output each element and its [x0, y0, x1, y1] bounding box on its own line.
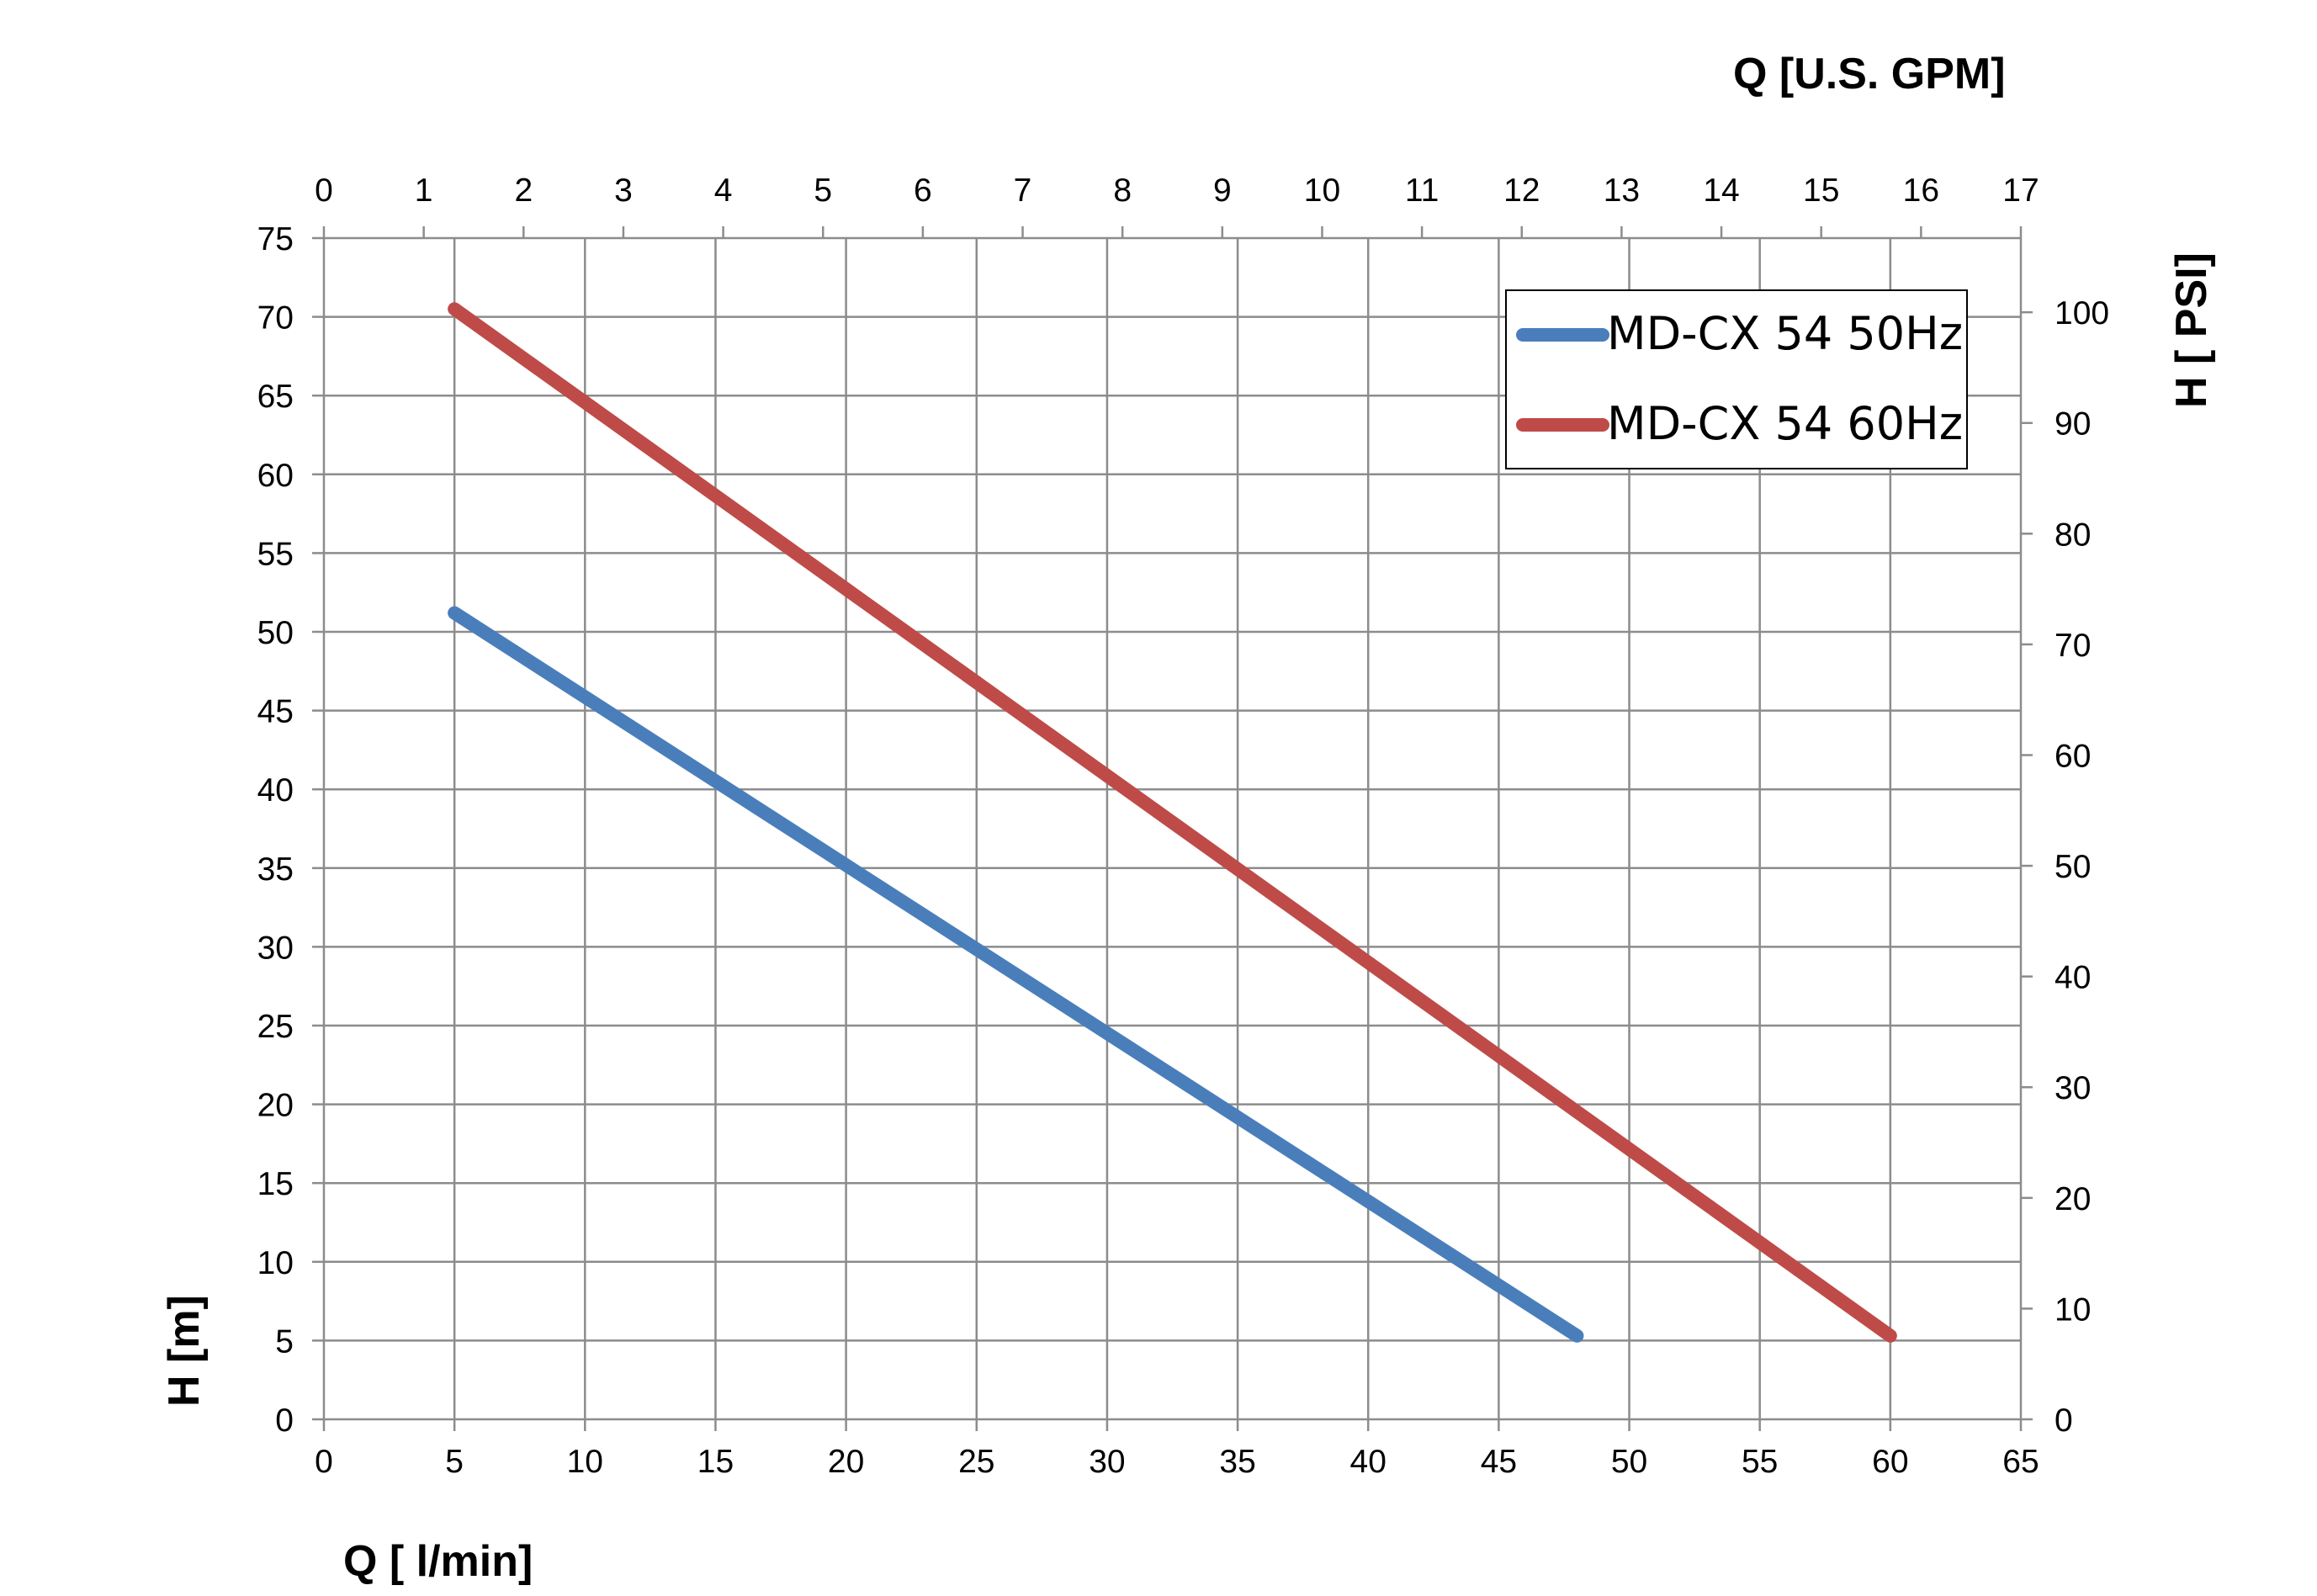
y-tick-label: 55 [257, 536, 294, 572]
x2-tick-label: 2 [514, 172, 533, 209]
y-tick-label: 70 [257, 300, 294, 337]
legend-label-60hz: MD-CX 54 60Hz [1607, 397, 1963, 450]
x-axis-top: 0 1 2 3 4 5 6 7 8 9 10 11 12 13 14 15 16 17 [315, 172, 2039, 209]
y-tick-label: 20 [257, 1088, 294, 1124]
y2-tick-label: 10 [2055, 1291, 2091, 1328]
x2-tick-label: 6 [914, 172, 932, 209]
y2-tick-label: 50 [2055, 849, 2091, 885]
series-line-1 [448, 302, 1897, 1343]
x2-tick-label: 12 [1503, 172, 1540, 209]
x2-tick-label: 13 [1604, 172, 1640, 209]
y-axis-left: 0 5 10 15 20 25 30 35 40 45 50 55 60 65 70 75 [257, 221, 294, 1439]
y-tick-label: 30 [257, 930, 294, 966]
legend-box [1505, 289, 1968, 469]
y2-tick-label: 90 [2055, 406, 2091, 443]
y-tick-label: 0 [275, 1402, 294, 1439]
x2-tick-label: 17 [2002, 172, 2039, 209]
x2-tick-label: 1 [415, 172, 433, 209]
x-tick-label: 55 [1742, 1444, 1778, 1480]
y-tick-label: 45 [257, 694, 294, 730]
x-tick-label: 30 [1089, 1444, 1125, 1480]
y-tick-label: 40 [257, 772, 294, 809]
y2-tick-label: 40 [2055, 960, 2091, 996]
y-tick-label: 15 [257, 1166, 294, 1202]
series-lines [448, 302, 1897, 1343]
x-tick-label: 20 [828, 1444, 864, 1480]
x2-tick-label: 0 [315, 172, 333, 209]
x2-tick-label: 15 [1803, 172, 1839, 209]
x2-tick-label: 11 [1405, 172, 1440, 209]
y-tick-label: 60 [257, 458, 294, 494]
x2-tick-label: 10 [1304, 172, 1340, 209]
x2-axis-title: Q [U.S. GPM] [1733, 50, 2006, 98]
y-tick-label: 75 [257, 221, 294, 257]
x2-tick-label: 16 [1903, 172, 1939, 209]
y2-tick-label: 70 [2055, 628, 2091, 664]
series-line-0 [448, 606, 1584, 1343]
y-tick-label: 50 [257, 615, 294, 651]
y2-tick-label: 20 [2055, 1181, 2091, 1217]
x2-tick-label: 8 [1113, 172, 1132, 209]
x-tick-label: 45 [1481, 1444, 1517, 1480]
legend: MD-CX 54 50Hz MD-CX 54 60Hz [1505, 289, 1968, 469]
y2-tick-label: 30 [2055, 1070, 2091, 1106]
x2-tick-label: 9 [1213, 172, 1232, 209]
x-tick-label: 25 [958, 1444, 994, 1480]
y2-tick-label: 0 [2055, 1402, 2073, 1439]
x2-tick-label: 14 [1703, 172, 1739, 209]
x-tick-label: 5 [445, 1444, 464, 1480]
x-tick-label: 40 [1350, 1444, 1386, 1480]
y2-axis-title: H [ PSI] [2167, 252, 2216, 408]
y2-tick-label: 60 [2055, 738, 2091, 774]
y-axis-right: 0 10 20 30 40 50 60 70 80 90 100 [2055, 295, 2109, 1439]
x-axis-bottom: 0 5 10 15 20 25 30 35 40 45 50 55 60 65 [315, 1444, 2039, 1480]
y-axis-title: H [m] [160, 1295, 209, 1407]
x2-tick-label: 5 [814, 172, 832, 209]
y-tick-label: 35 [257, 851, 294, 888]
y-tick-label: 5 [275, 1323, 294, 1360]
tick-marks [312, 226, 2033, 1431]
x-axis-title: Q [ l/min] [343, 1537, 533, 1586]
legend-label-50hz: MD-CX 54 50Hz [1607, 307, 1963, 360]
x-tick-label: 60 [1872, 1444, 1908, 1480]
y-tick-label: 25 [257, 1009, 294, 1045]
x-tick-label: 10 [567, 1444, 603, 1480]
x-tick-label: 50 [1611, 1444, 1647, 1480]
x-tick-label: 15 [697, 1444, 734, 1480]
y2-tick-label: 100 [2055, 295, 2109, 331]
x-tick-label: 65 [2002, 1444, 2039, 1480]
x2-tick-label: 3 [614, 172, 633, 209]
y-tick-label: 10 [257, 1245, 294, 1281]
x2-tick-label: 7 [1014, 172, 1032, 209]
x-tick-label: 0 [315, 1444, 333, 1480]
y-tick-label: 65 [257, 379, 294, 415]
x-tick-label: 35 [1219, 1444, 1255, 1480]
x2-tick-label: 4 [714, 172, 733, 209]
y2-tick-label: 80 [2055, 517, 2091, 553]
